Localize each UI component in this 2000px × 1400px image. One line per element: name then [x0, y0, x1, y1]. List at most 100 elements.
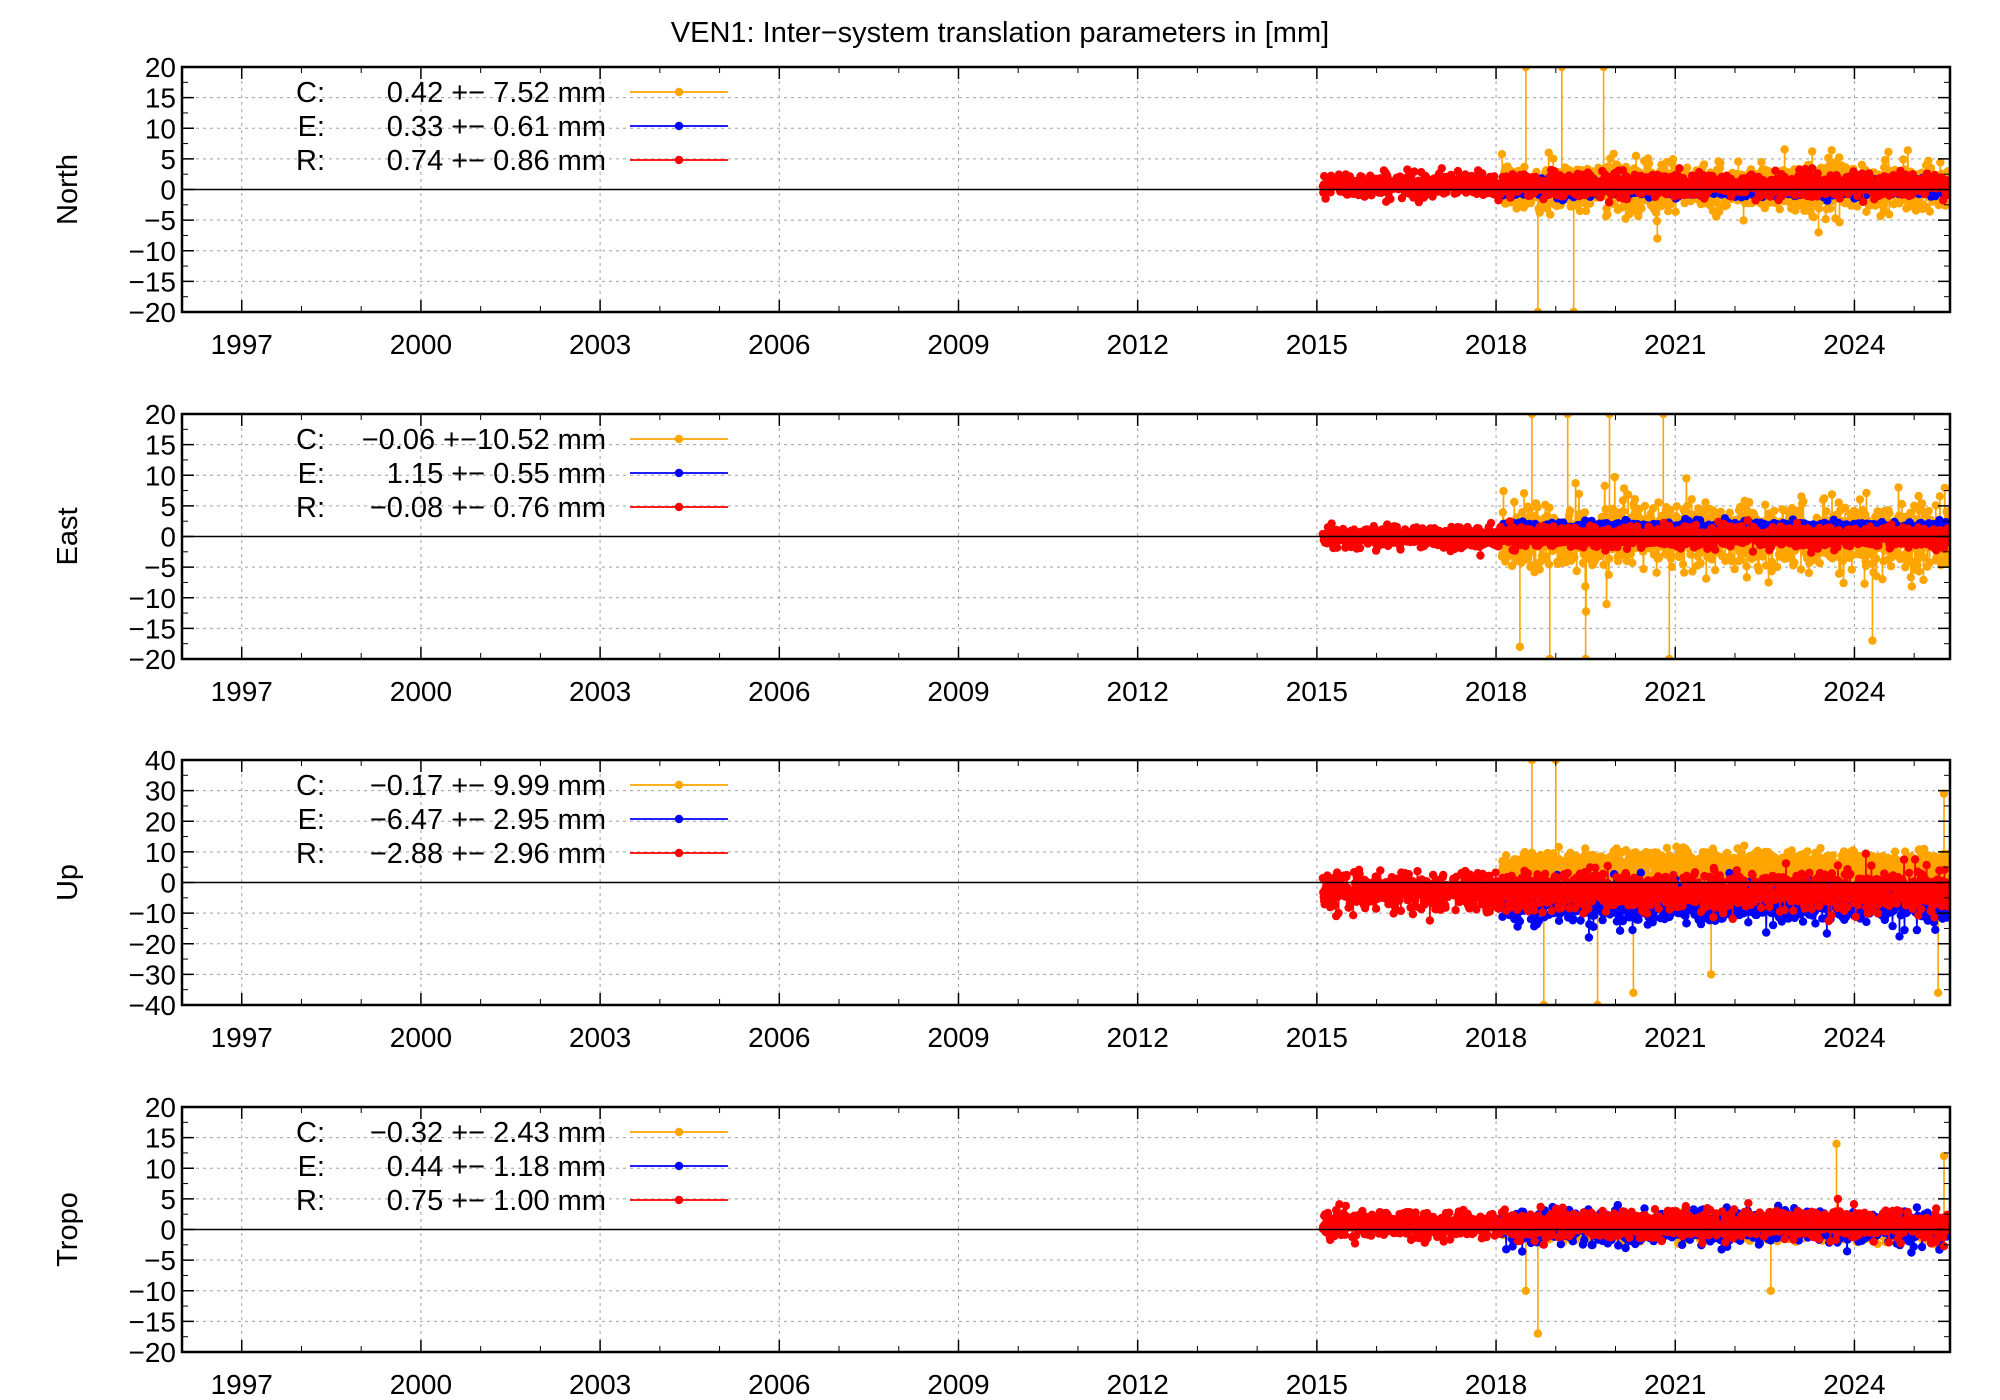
data-point	[1862, 488, 1871, 498]
y-tick-label: −20	[129, 297, 177, 328]
data-point	[1745, 498, 1754, 507]
data-point	[1925, 207, 1935, 216]
data-point	[1542, 204, 1551, 213]
data-point	[1914, 491, 1923, 501]
data-point	[1894, 483, 1903, 492]
y-tick-label: 10	[145, 113, 176, 144]
data-point	[1549, 154, 1558, 163]
data-point	[1637, 204, 1646, 213]
data-point	[1546, 210, 1555, 219]
data-point	[1498, 508, 1508, 517]
data-point	[1799, 497, 1808, 506]
data-point	[1507, 561, 1517, 571]
data-point	[1791, 191, 1800, 200]
y-axis-label: North	[52, 154, 84, 225]
data-point	[1619, 506, 1628, 516]
data-point	[1917, 499, 1927, 508]
data-point	[1581, 582, 1590, 591]
data-point	[1821, 215, 1830, 224]
data-point	[1686, 550, 1695, 559]
x-tick-label: 2009	[927, 329, 989, 360]
data-point	[1654, 498, 1663, 507]
data-point	[1604, 570, 1614, 579]
data-point	[1716, 158, 1725, 168]
data-point	[1644, 159, 1654, 168]
data-point	[1652, 216, 1662, 226]
data-point	[1535, 565, 1544, 574]
legend-swatch-point	[674, 155, 684, 165]
data-point	[1497, 150, 1507, 159]
data-point	[1668, 155, 1678, 164]
data-point	[1410, 167, 1419, 176]
data-point	[1581, 206, 1591, 216]
data-point	[1520, 162, 1529, 172]
data-point	[1515, 642, 1525, 651]
x-tick-label: 2018	[1465, 329, 1527, 360]
data-point	[1667, 562, 1677, 572]
data-point	[1678, 560, 1688, 569]
data-point	[1599, 560, 1608, 569]
data-point	[1660, 164, 1669, 174]
data-point	[1702, 574, 1711, 583]
data-point	[1868, 636, 1877, 645]
data-point	[1519, 489, 1529, 498]
data-point	[1628, 558, 1637, 567]
data-point	[1386, 194, 1395, 204]
data-point	[1839, 578, 1848, 588]
data-point	[1809, 212, 1818, 222]
data-point	[1565, 506, 1575, 515]
data-point	[1820, 494, 1829, 503]
data-point	[1846, 201, 1856, 210]
data-point	[1639, 564, 1648, 574]
data-point	[1453, 166, 1463, 176]
data-point	[1572, 566, 1581, 576]
data-point	[1602, 600, 1611, 609]
data-point	[1924, 156, 1933, 166]
legend-stats: 0.74 +− 0.86 mm	[387, 145, 606, 177]
data-point	[1725, 508, 1734, 517]
data-point	[1609, 149, 1618, 159]
data-point	[1683, 163, 1692, 172]
data-point	[1899, 155, 1908, 164]
data-point	[1880, 155, 1890, 165]
data-point	[1630, 495, 1640, 504]
plot-area	[1318, 67, 1950, 312]
data-point	[1727, 556, 1736, 566]
data-point	[1649, 504, 1658, 513]
legend-swatch-point	[674, 87, 684, 97]
data-point	[1696, 558, 1705, 568]
data-point	[1604, 198, 1614, 207]
data-point	[1914, 567, 1924, 576]
legend-stats: 0.33 +− 0.61 mm	[387, 111, 606, 143]
data-point	[1321, 194, 1330, 203]
x-tick-label: 2006	[748, 329, 810, 360]
data-point	[1903, 146, 1913, 155]
data-point	[1790, 558, 1799, 567]
data-point	[1859, 197, 1868, 206]
x-tick-label: 2012	[1107, 329, 1169, 360]
data-point	[1885, 509, 1894, 518]
data-point	[1666, 200, 1676, 209]
data-point	[1525, 505, 1534, 514]
data-point	[1757, 158, 1766, 167]
data-point	[1841, 163, 1851, 172]
data-point	[1671, 207, 1680, 216]
data-point	[1683, 501, 1692, 511]
data-point	[1737, 555, 1746, 565]
legend: C: 0.42 +− 7.52 mmE: 0.33 +− 0.61 mmR: 0.74…	[296, 77, 728, 177]
x-tick-label: 2015	[1286, 329, 1348, 360]
data-point	[1742, 562, 1751, 571]
data-point	[1544, 148, 1553, 157]
data-point	[1610, 472, 1620, 482]
data-point	[1437, 164, 1447, 173]
data-point	[1780, 145, 1789, 154]
y-tick-label: −10	[129, 236, 177, 267]
data-point	[1878, 575, 1887, 584]
data-point	[1664, 207, 1673, 216]
data-point	[1935, 492, 1945, 501]
data-point	[1853, 191, 1862, 201]
data-point	[1760, 203, 1770, 213]
data-point	[1722, 200, 1732, 210]
data-point	[1796, 565, 1806, 574]
